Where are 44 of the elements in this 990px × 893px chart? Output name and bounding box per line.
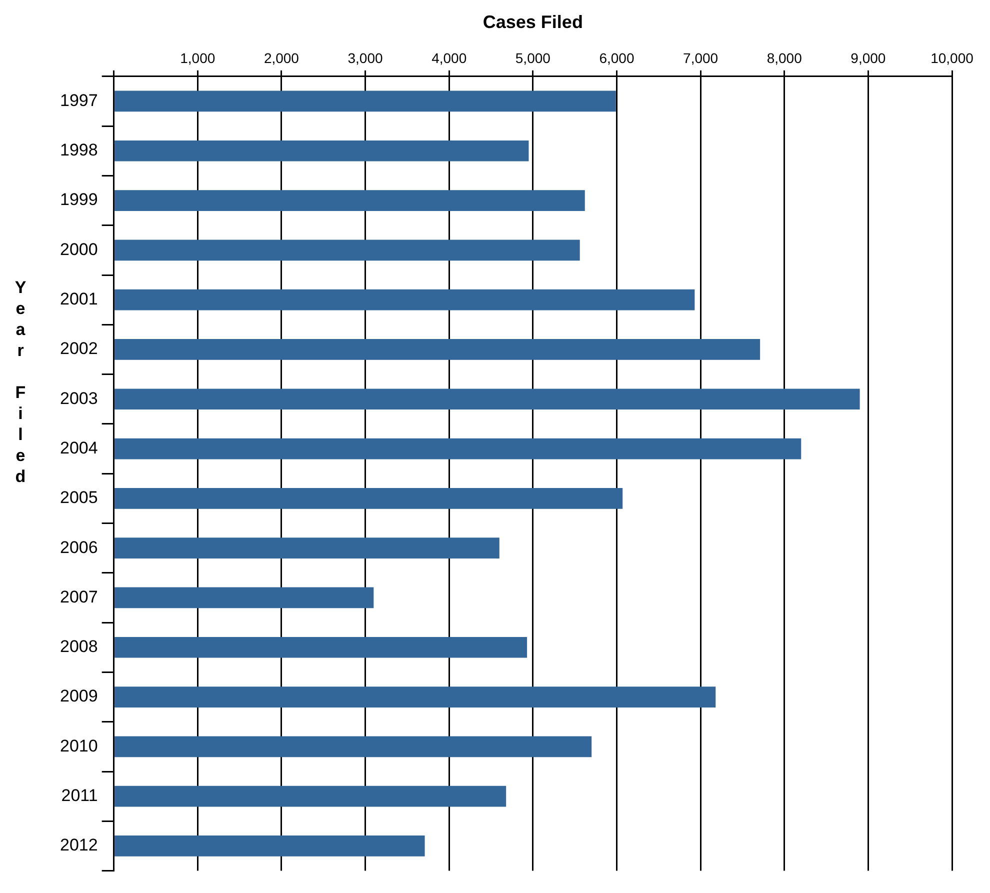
y-tick-label: 2009: [60, 686, 98, 706]
bar: [114, 736, 592, 758]
x-tick-label: 5,000: [515, 50, 551, 66]
bar: [114, 836, 425, 856]
x-tick-label: 2,000: [264, 50, 300, 66]
x-tick-label: 8,000: [766, 50, 802, 66]
bar: [114, 190, 585, 211]
bar: [114, 339, 760, 360]
y-tick-label: 2005: [60, 488, 98, 508]
y-tick-label: 2011: [61, 786, 98, 806]
x-tick-label: 9,000: [850, 50, 886, 66]
bar: [114, 488, 623, 509]
bar: [114, 240, 580, 261]
x-tick-label: 6,000: [599, 50, 634, 66]
bar: [114, 587, 374, 608]
bar: [114, 438, 802, 460]
y-tick-label: 2006: [60, 538, 98, 557]
bar: [114, 636, 528, 658]
y-tick-label: 2004: [60, 438, 98, 458]
y-tick-label: 2002: [60, 339, 98, 358]
x-tick-label: 3,000: [348, 50, 383, 66]
y-tick-label: 2003: [60, 388, 98, 408]
y-tick-label: 1999: [60, 190, 98, 210]
y-tick-label: 1997: [60, 90, 98, 110]
y-tick-label: 2012: [60, 836, 98, 855]
y-tick-label: 2000: [60, 240, 98, 259]
bar: [114, 786, 506, 807]
x-tick-label: 7,000: [683, 50, 718, 66]
bar: [114, 90, 616, 112]
bar: [114, 289, 695, 310]
y-tick-label: 2010: [60, 736, 98, 756]
bar: [114, 140, 529, 162]
x-tick-label: 10,000: [930, 50, 974, 66]
y-axis-title: Year Filed: [10, 278, 30, 488]
y-tick-label: 2007: [60, 587, 98, 606]
bar: [114, 538, 500, 558]
x-axis-title: Cases Filed: [482, 12, 583, 32]
y-tick-label: 2008: [60, 637, 98, 656]
bar: [114, 686, 716, 708]
bar: [114, 388, 860, 410]
y-tick-label: 2001: [60, 290, 98, 309]
x-tick-label: 1,000: [180, 50, 216, 66]
y-tick-label: 1998: [60, 140, 98, 160]
x-tick-label: 4,000: [432, 50, 467, 66]
